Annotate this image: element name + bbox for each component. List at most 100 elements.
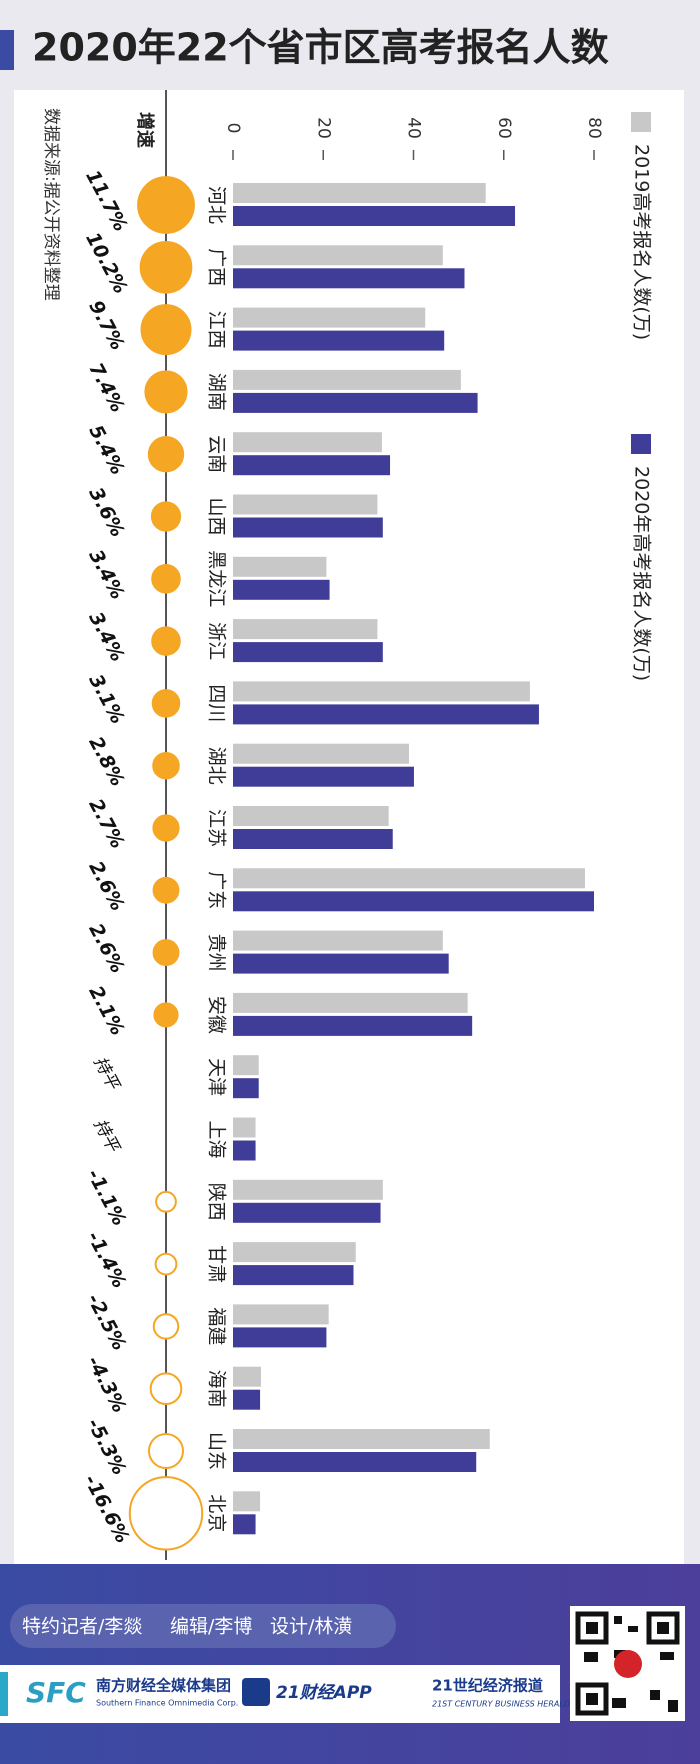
growth-bubble	[152, 939, 180, 967]
bar	[233, 1304, 329, 1325]
growth-bubble	[152, 1313, 180, 1340]
growth-bubble	[153, 1002, 179, 1028]
bar	[233, 642, 383, 663]
x-tick-label: 20	[313, 117, 333, 139]
logo-text: 南方财经全媒体集团	[96, 1677, 231, 1695]
bar	[233, 953, 449, 974]
growth-bubble	[140, 304, 192, 356]
bar	[233, 268, 465, 289]
bar	[233, 1140, 256, 1161]
credit: 设计/林潢	[270, 1616, 352, 1638]
growth-bubble	[144, 370, 188, 414]
bar	[233, 743, 409, 764]
growth-bubble	[151, 564, 181, 594]
app-badge	[242, 1678, 270, 1706]
bar	[233, 681, 530, 702]
bar	[233, 891, 594, 912]
legend-label: 2020年高考报名人数(万)	[631, 466, 653, 681]
growth-bubble	[152, 814, 180, 842]
bar	[233, 369, 461, 390]
legend-swatch	[631, 112, 651, 132]
category-label: 江西	[206, 311, 228, 349]
bar	[233, 1327, 327, 1348]
category-label: 江苏	[206, 809, 228, 847]
growth-header: 增速	[134, 112, 156, 148]
bar	[233, 455, 391, 476]
x-tick-label: 60	[494, 117, 514, 139]
growth-bubble	[128, 1476, 204, 1551]
logo-strip	[0, 1665, 560, 1723]
category-label: 湖南	[206, 373, 228, 411]
bar	[233, 766, 414, 787]
bar	[233, 183, 486, 203]
growth-bubble	[139, 240, 193, 294]
category-label: 福建	[206, 1307, 228, 1345]
title: 2020年22个省市区高考报名人数	[32, 26, 609, 70]
x-tick-label: 0	[223, 123, 243, 134]
bar	[233, 206, 516, 226]
growth-bubble	[152, 876, 180, 904]
bar	[233, 930, 443, 951]
credit: 特约记者/李燚	[22, 1616, 142, 1638]
x-tick-label: 80	[584, 117, 604, 139]
category-label: 湖北	[206, 747, 228, 785]
bar	[233, 307, 426, 328]
category-label: 贵州	[206, 934, 228, 972]
logo-accent	[0, 1672, 8, 1716]
bar	[233, 704, 539, 725]
bar	[233, 1491, 261, 1512]
bar	[233, 392, 478, 413]
bar	[233, 1366, 261, 1387]
growth-bubble	[147, 1432, 185, 1470]
bar	[233, 330, 445, 351]
legend-swatch	[631, 434, 651, 454]
growth-bubble	[151, 626, 181, 656]
growth-bubble	[137, 176, 195, 234]
category-label: 广东	[206, 871, 228, 909]
growth-bubble	[151, 689, 181, 718]
bar	[233, 1265, 354, 1286]
bar	[233, 1389, 261, 1410]
bar	[233, 806, 389, 826]
logo-text: 21世纪经济报道	[432, 1677, 543, 1695]
growth-bubble	[152, 751, 180, 780]
x-tick-label: 40	[404, 117, 424, 139]
bar	[233, 1015, 473, 1036]
bar	[233, 245, 443, 266]
category-label: 甘肃	[206, 1245, 228, 1283]
growth-bubble	[154, 1252, 178, 1276]
bar	[233, 1078, 259, 1099]
category-label: 河北	[206, 186, 228, 224]
logo-text: Southern Finance Omnimedia Corp.	[96, 1699, 238, 1708]
credits-pill	[10, 1604, 396, 1648]
qr-code	[570, 1606, 685, 1721]
bar	[233, 1429, 490, 1449]
category-label: 上海	[206, 1120, 228, 1158]
bar	[233, 1055, 259, 1076]
bar	[233, 432, 382, 453]
category-label: 陕西	[206, 1183, 228, 1221]
logo-text: SFC	[26, 1676, 86, 1709]
bar	[233, 1179, 383, 1200]
category-label: 山东	[206, 1432, 228, 1470]
bar	[233, 517, 383, 538]
source: 数据来源:据公开资料整理	[41, 108, 61, 301]
bar	[233, 868, 585, 889]
category-label: 四川	[206, 684, 228, 722]
bar	[233, 1242, 356, 1263]
bar	[233, 992, 468, 1013]
bar	[233, 1202, 381, 1223]
bar	[233, 1117, 256, 1138]
bar	[233, 619, 378, 640]
category-label: 北京	[206, 1494, 228, 1532]
category-label: 黑龙江	[206, 550, 228, 607]
credit: 编辑/李博	[170, 1616, 252, 1638]
bar	[233, 556, 327, 577]
category-label: 安徽	[206, 996, 228, 1034]
growth-bubble	[155, 1190, 177, 1213]
bar	[233, 1514, 256, 1535]
growth-bubble	[147, 436, 185, 473]
category-label: 浙江	[206, 622, 228, 660]
legend-label: 2019高考报名人数(万)	[631, 144, 653, 340]
